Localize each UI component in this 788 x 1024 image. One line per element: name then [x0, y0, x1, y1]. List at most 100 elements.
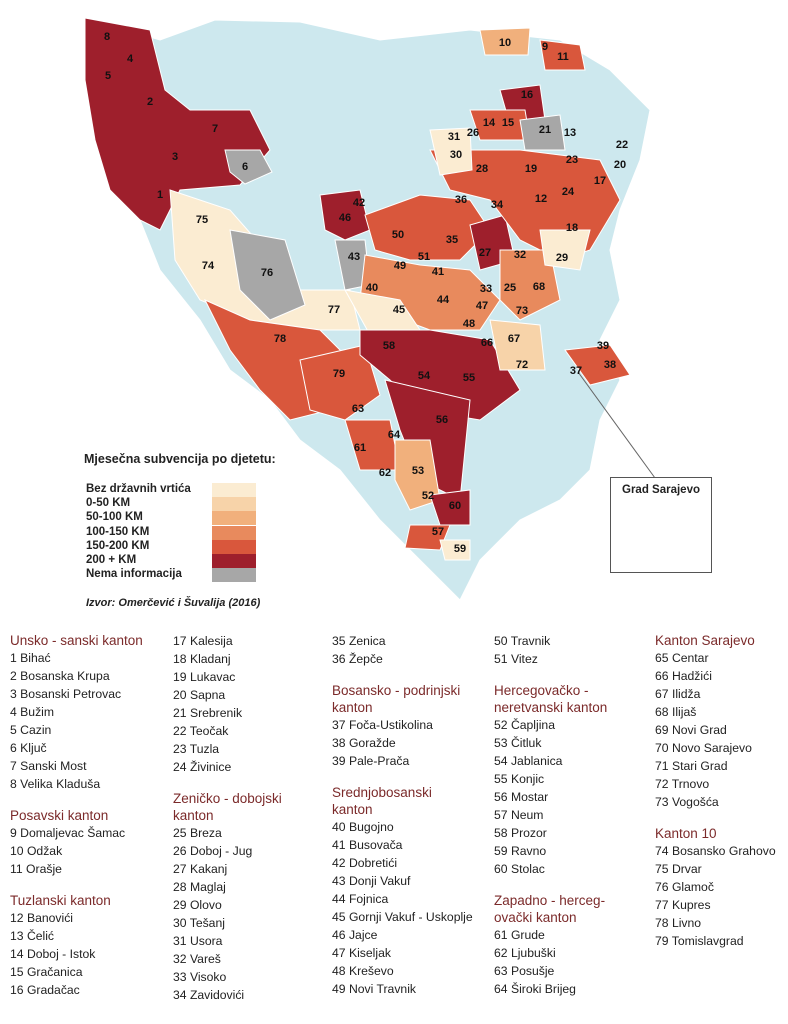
municipality-item: 65 Centar [655, 651, 709, 665]
map-region-number: 13 [563, 127, 577, 139]
municipality-item: 61 Grude [494, 928, 545, 942]
municipality-item: 72 Trnovo [655, 777, 710, 791]
municipality-item: 52 Čapljina [494, 718, 555, 732]
municipality-item: 34 Zavidovići [173, 988, 245, 1002]
canton-heading: Posavski kanton [10, 808, 109, 823]
inset-connector [577, 371, 656, 479]
map-region-number: 51 [417, 251, 431, 263]
map-region-number: 28 [475, 163, 489, 175]
map-region-number: 50 [391, 229, 405, 241]
municipality-item: 7 Sanski Most [10, 759, 87, 773]
municipality-item: 60 Stolac [494, 862, 545, 876]
map-region-number: 52 [421, 490, 435, 502]
municipality-item: 75 Drvar [655, 862, 702, 876]
map-region-number: 58 [382, 340, 396, 352]
map-region-number: 55 [462, 372, 476, 384]
municipality-item: 43 Donji Vakuf [332, 874, 411, 888]
municipality-item: 9 Domaljevac Šamac [10, 826, 126, 840]
map-region-number: 21 [538, 124, 552, 136]
map-region-number: 24 [561, 186, 575, 198]
map-region-number: 16 [520, 89, 534, 101]
map-region-number: 43 [347, 251, 361, 263]
map-region-number: 49 [393, 260, 407, 272]
municipality-list-column: 50 Travnik 51 Vitez Hercegovačko - neretvan… [494, 632, 607, 998]
municipality-item: 69 Novi Grad [655, 723, 727, 737]
map-region-number: 39 [596, 340, 610, 352]
map-region-number: 8 [103, 31, 111, 43]
municipality-item: 53 Čitluk [494, 736, 542, 750]
map-region-number: 40 [365, 282, 379, 294]
canton-heading: kanton [332, 700, 373, 715]
map-region-number: 45 [392, 304, 406, 316]
municipality-item: 30 Tešanj [173, 916, 225, 930]
map-region-number: 18 [565, 222, 579, 234]
municipality-item: 41 Busovača [332, 838, 403, 852]
map-region-number: 79 [332, 368, 346, 380]
municipality-item: 54 Jablanica [494, 754, 563, 768]
canton-heading: kanton [173, 808, 214, 823]
municipality-item: 78 Livno [655, 916, 702, 930]
map-region-number: 4 [126, 53, 134, 65]
map-region-number: 19 [524, 163, 538, 175]
map-region-number: 32 [513, 249, 527, 261]
municipality-item: 46 Jajce [332, 928, 378, 942]
municipality-item: 62 Ljubuški [494, 946, 556, 960]
municipality-item: 10 Odžak [10, 844, 63, 858]
legend-swatch [212, 511, 256, 526]
municipality-item: 48 Kreševo [332, 964, 394, 978]
legend-title: Mjesečna subvencija po djetetu: [84, 452, 276, 466]
municipality-item: 37 Foča-Ustikolina [332, 718, 433, 732]
legend-swatch [212, 568, 256, 583]
inset-title: Grad Sarajevo [622, 484, 700, 496]
municipality-item: 17 Kalesija [173, 634, 233, 648]
legend-label: 0-50 KM [86, 497, 131, 510]
map-region-number: 68 [532, 281, 546, 293]
municipality-item: 5 Cazin [10, 723, 52, 737]
map-region-number: 34 [490, 199, 504, 211]
legend-swatch [212, 554, 256, 568]
canton-heading: Bosansko - podrinjski [332, 683, 461, 698]
map-region-number: 54 [417, 370, 431, 382]
map-region-number: 57 [431, 526, 445, 538]
municipality-item: 44 Fojnica [332, 892, 389, 906]
map-region-number: 10 [498, 37, 512, 49]
canton-heading: neretvanski kanton [494, 700, 608, 715]
map-region-number: 25 [503, 282, 517, 294]
municipality-item: 59 Ravno [494, 844, 547, 858]
map-region-number: 15 [501, 117, 515, 129]
legend-label: 150-200 KM [86, 539, 150, 552]
municipality-item: 63 Posušje [494, 964, 555, 978]
map-region-number: 73 [515, 305, 529, 317]
canton-heading: Hercegovačko - [494, 683, 589, 698]
municipality-list-column: 35 Zenica 36 Žepče Bosansko - podrinjski ka… [332, 632, 473, 998]
municipality-item: 27 Kakanj [173, 862, 228, 876]
municipality-item: 70 Novo Sarajevo [655, 741, 752, 755]
map-region-number: 3 [171, 151, 179, 163]
canton-heading: kanton [332, 802, 373, 817]
map-region-number: 22 [615, 139, 629, 151]
map-region-number: 29 [555, 252, 569, 264]
map-region-number: 17 [593, 175, 607, 187]
municipality-list-column: Unsko - sanski kanton 1 Bihać 2 Bosanska K… [10, 632, 143, 999]
map-region-number: 66 [480, 337, 494, 349]
municipality-item: 15 Gračanica [10, 965, 83, 979]
municipality-item: 36 Žepče [332, 652, 383, 666]
municipality-item: 74 Bosansko Grahovo [655, 844, 776, 858]
canton-heading: ovački kanton [494, 910, 577, 925]
map-region-number: 6 [241, 161, 249, 173]
map-region-number: 1 [156, 189, 164, 201]
municipality-item: 33 Visoko [173, 970, 227, 984]
map-region-number: 36 [454, 194, 468, 206]
map-region-number: 23 [565, 154, 579, 166]
municipality-list-column: 17 Kalesija 18 Kladanj 19 Lukavac 20 Sapna 2… [173, 632, 282, 1004]
municipality-item: 47 Kiseljak [332, 946, 391, 960]
canton-heading: Kanton Sarajevo [655, 633, 755, 648]
map-region-number: 2 [146, 96, 154, 108]
map-region-number: 12 [534, 193, 548, 205]
municipality-item: 51 Vitez [494, 652, 538, 666]
map-region-number: 11 [557, 51, 569, 63]
map-region-number: 67 [507, 333, 521, 345]
sarajevo-inset: Grad Sarajevo [610, 477, 712, 573]
map-region-number: 60 [448, 500, 462, 512]
map-region-number: 31 [447, 131, 461, 143]
